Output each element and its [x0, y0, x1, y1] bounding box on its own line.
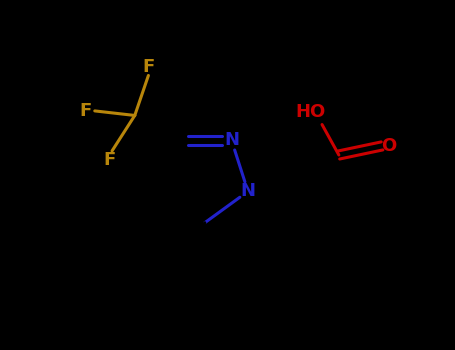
Text: F: F	[80, 102, 92, 120]
Text: O: O	[381, 137, 396, 155]
Text: F: F	[104, 151, 116, 169]
Text: N: N	[224, 132, 239, 149]
Text: HO: HO	[295, 103, 325, 121]
Text: F: F	[142, 58, 155, 76]
Text: N: N	[240, 182, 255, 200]
